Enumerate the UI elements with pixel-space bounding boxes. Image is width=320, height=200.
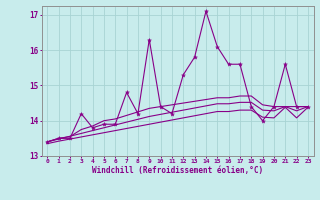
X-axis label: Windchill (Refroidissement éolien,°C): Windchill (Refroidissement éolien,°C) [92,166,263,175]
